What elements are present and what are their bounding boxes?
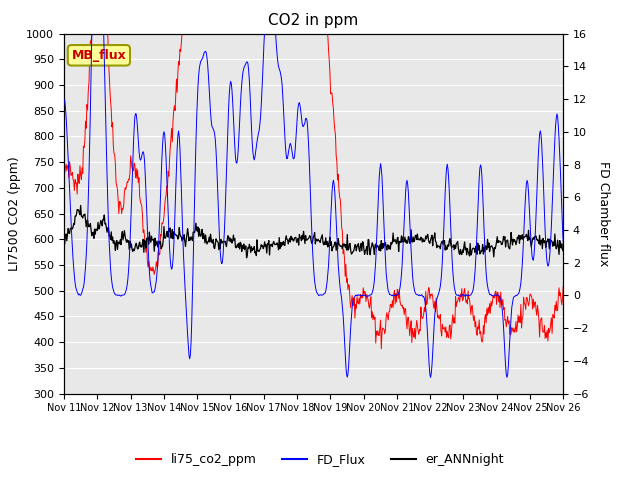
Y-axis label: LI7500 CO2 (ppm): LI7500 CO2 (ppm)	[8, 156, 20, 271]
Y-axis label: FD Chamber flux: FD Chamber flux	[597, 161, 611, 266]
Text: MB_flux: MB_flux	[72, 49, 126, 62]
Legend: li75_co2_ppm, FD_Flux, er_ANNnight: li75_co2_ppm, FD_Flux, er_ANNnight	[131, 448, 509, 471]
Title: CO2 in ppm: CO2 in ppm	[268, 13, 359, 28]
